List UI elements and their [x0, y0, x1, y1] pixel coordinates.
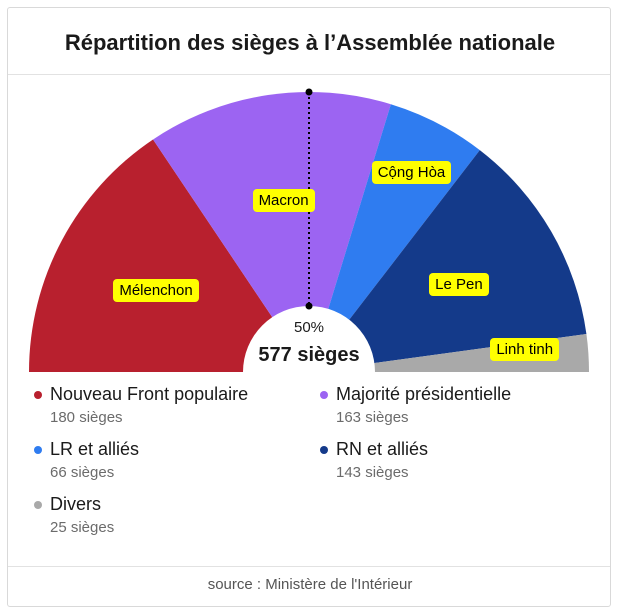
legend-seats: 25 sièges [50, 519, 115, 536]
slice-annotation: Cộng Hòa [371, 161, 452, 185]
footer-divider [8, 566, 610, 567]
legend-name: Majorité présidentielle [336, 384, 512, 404]
legend-name: LR et alliés [50, 439, 140, 459]
hemicycle-chart [29, 88, 589, 438]
legend-seats: 66 sièges [50, 464, 115, 481]
title-divider [8, 74, 610, 75]
legend-seats: 180 sièges [50, 409, 123, 426]
slice-annotation: Macron [252, 188, 315, 212]
legend-name: RN et alliés [336, 439, 429, 459]
chart-card: Répartition des sièges à l’Assemblée nat… [7, 7, 611, 607]
legend-name: Nouveau Front populaire [50, 384, 249, 404]
slice-rn-et-alli-s [309, 150, 587, 372]
legend-dot-icon [34, 391, 42, 399]
legend-dot-icon [320, 446, 328, 454]
legend-dot-icon [320, 391, 328, 399]
slice-annotation: Le Pen [429, 273, 489, 297]
slice-nouveau-front-populaire [29, 139, 309, 372]
majority-line-top-dot [305, 88, 313, 96]
center-hole [243, 306, 375, 438]
legend-seats: 163 sièges [336, 409, 409, 426]
majority-percent: 50% [293, 319, 325, 336]
source-value: Ministère de l'Intérieur [265, 576, 413, 593]
total-seats: 577 sièges [258, 344, 360, 366]
slice-annotation: Linh tinh [490, 337, 560, 361]
chart-title: Répartition des sièges à l’Assemblée nat… [64, 30, 556, 55]
slice-majorit-pr-sidentielle [153, 92, 391, 372]
legend-name: Divers [50, 494, 102, 514]
legend-dot-icon [34, 501, 42, 509]
source-line: source : Ministère de l'Intérieur [8, 576, 612, 593]
legend-dot-icon [34, 446, 42, 454]
majority-line-bottom-dot [305, 302, 313, 310]
legend-seats: 143 sièges [336, 464, 409, 481]
source-label: source : [207, 576, 262, 593]
slice-annotation: Mélenchon [113, 278, 199, 302]
